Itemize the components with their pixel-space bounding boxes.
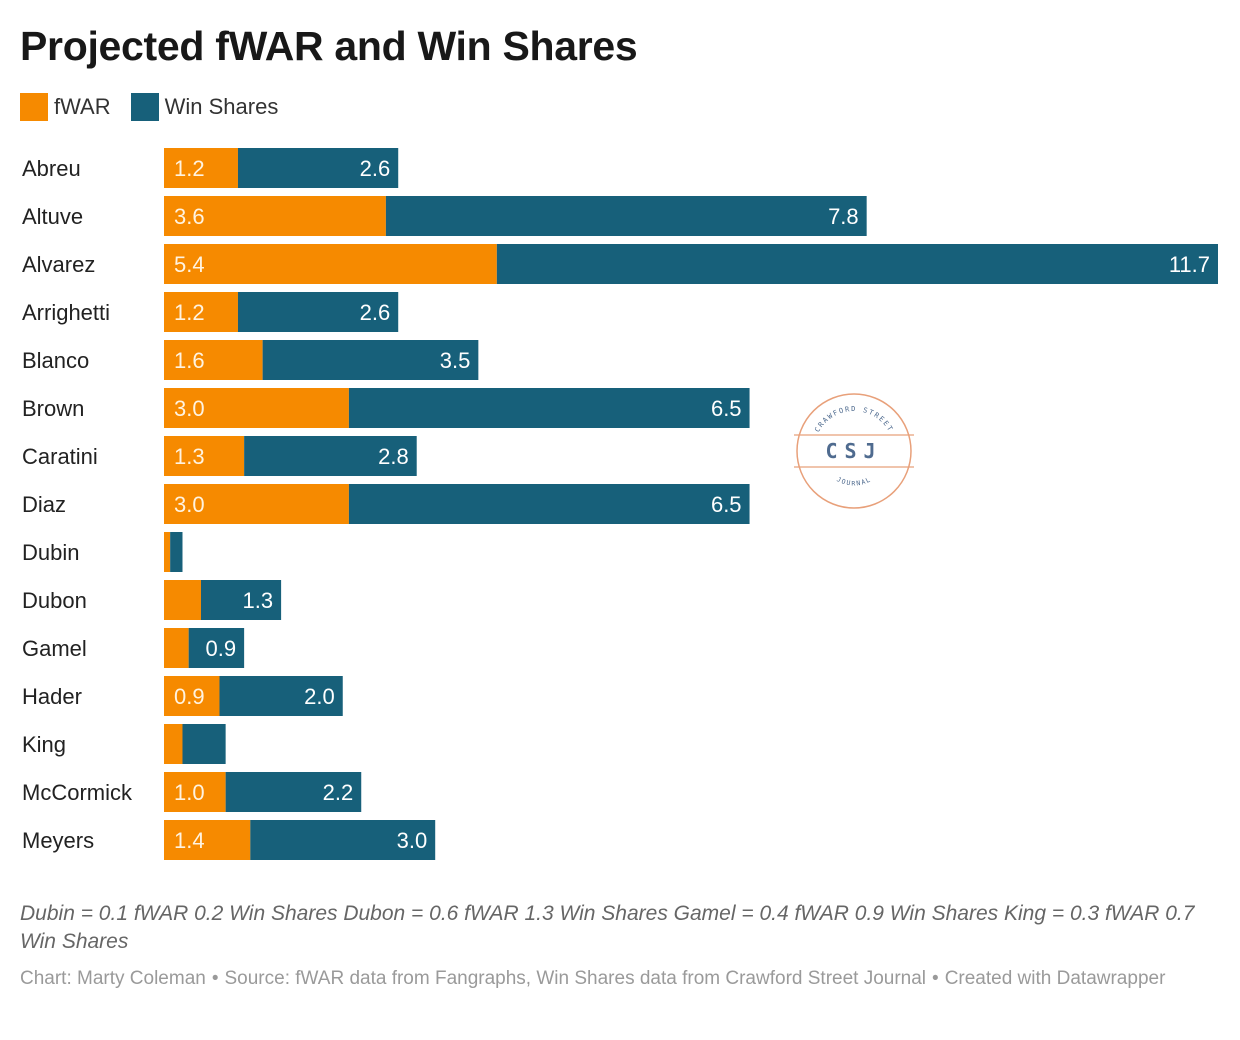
data-label-fwar-meyers: 1.4 — [174, 828, 205, 853]
legend-item-win-shares: Win Shares — [130, 93, 279, 121]
bar-win-shares-alvarez — [496, 244, 1218, 284]
bar-fwar-dubin — [164, 532, 171, 572]
data-label-fwar-brown: 3.0 — [174, 396, 205, 421]
data-label-win-shares-alvarez: 11.7 — [1169, 252, 1210, 277]
category-label-blanco: Blanco — [22, 348, 89, 373]
bar-fwar-meyers — [164, 820, 251, 860]
category-label-hader: Hader — [22, 684, 82, 709]
category-label-king: King — [22, 732, 66, 757]
data-label-win-shares-gamel: 0.9 — [206, 636, 237, 661]
watermark-center-text: CSJ — [825, 439, 882, 463]
bar-win-shares-hader — [219, 676, 343, 716]
category-label-meyers: Meyers — [22, 828, 94, 853]
bar-fwar-gamel — [164, 628, 189, 668]
category-label-caratini: Caratini — [22, 444, 98, 469]
svg-text:CRAWFORD STREET: CRAWFORD STREET — [813, 405, 895, 434]
bar-fwar-diaz — [164, 484, 349, 524]
category-label-mccormick: McCormick — [22, 780, 133, 805]
data-label-fwar-caratini: 1.3 — [174, 444, 205, 469]
bar-fwar-alvarez — [164, 244, 497, 284]
category-label-dubon: Dubon — [22, 588, 87, 613]
bar-win-shares-mccormick — [225, 772, 362, 812]
bar-win-shares-meyers — [250, 820, 436, 860]
data-label-fwar-blanco: 1.6 — [174, 348, 205, 373]
watermark-bottom-text: JOURNAL — [835, 475, 871, 487]
bar-fwar-brown — [164, 388, 349, 428]
bar-win-shares-brown — [348, 388, 750, 428]
bar-win-shares-diaz — [348, 484, 750, 524]
bar-fwar-hader — [164, 676, 220, 716]
data-label-fwar-mccormick: 1.0 — [174, 780, 205, 805]
bar-fwar-arrighetti — [164, 292, 238, 332]
data-label-win-shares-arrighetti: 2.6 — [360, 300, 391, 325]
data-label-fwar-arrighetti: 1.2 — [174, 300, 205, 325]
credit-chart-author: Chart: Marty Coleman — [20, 968, 206, 989]
data-label-win-shares-brown: 6.5 — [711, 396, 742, 421]
legend-swatch-win-shares — [130, 93, 159, 121]
data-label-fwar-hader: 0.9 — [174, 684, 205, 709]
data-label-win-shares-meyers: 3.0 — [397, 828, 428, 853]
data-label-fwar-diaz: 3.0 — [174, 492, 205, 517]
legend-label-win-shares: Win Shares — [164, 94, 279, 119]
bar-win-shares-dubon — [200, 580, 282, 620]
credit-tool: Created with Datawrapper — [944, 968, 1166, 989]
chart-title: Projected fWAR and Win Shares — [20, 23, 638, 69]
svg-text:JOURNAL: JOURNAL — [835, 475, 872, 487]
credit-separator: • — [932, 968, 939, 989]
data-label-win-shares-abreu: 2.6 — [360, 156, 391, 181]
data-label-fwar-alvarez: 5.4 — [174, 252, 205, 277]
bar-fwar-dubon — [164, 580, 201, 620]
bar-win-shares-caratini — [244, 436, 417, 476]
bar-win-shares-blanco — [262, 340, 479, 380]
bar-fwar-king — [164, 724, 183, 764]
bar-fwar-altuve — [164, 196, 386, 236]
data-label-fwar-abreu: 1.2 — [174, 156, 205, 181]
stacked-bar-chart: Abreu 1.2 2.6 Altuve 3.6 7.8 Alvarez 5.4 11.7 Arr… — [22, 148, 1218, 860]
bar-win-shares-altuve — [385, 196, 867, 236]
category-label-altuve: Altuve — [22, 204, 83, 229]
category-label-dubin: Dubin — [22, 540, 79, 565]
legend-swatch-fwar — [20, 93, 48, 121]
credit-separator: • — [211, 968, 219, 989]
data-label-fwar-altuve: 3.6 — [174, 204, 205, 229]
category-label-gamel: Gamel — [22, 636, 87, 661]
category-label-brown: Brown — [22, 396, 84, 421]
watermark-top-text: CRAWFORD STREET — [813, 405, 893, 434]
credit-source: Source: fWAR data from Fangraphs, Win Sh… — [224, 968, 927, 989]
data-label-win-shares-hader: 2.0 — [304, 684, 335, 709]
csj-watermark-logo: CRAWFORD STREET CSJ JOURNAL — [794, 393, 914, 509]
category-label-alvarez: Alvarez — [22, 252, 95, 277]
bar-win-shares-abreu — [237, 148, 399, 188]
data-label-win-shares-dubon: 1.3 — [243, 588, 274, 613]
data-label-win-shares-blanco: 3.5 — [440, 348, 471, 373]
legend: fWAR Win Shares — [20, 92, 298, 122]
category-label-arrighetti: Arrighetti — [22, 300, 110, 325]
bar-fwar-blanco — [164, 340, 263, 380]
category-label-diaz: Diaz — [22, 492, 66, 517]
bar-win-shares-king — [182, 724, 226, 764]
bar-fwar-mccormick — [164, 772, 226, 812]
bar-fwar-abreu — [164, 148, 238, 188]
data-label-win-shares-mccormick: 2.2 — [323, 780, 354, 805]
chart-notes: Dubin = 0.1 fWAR 0.2 Win Shares Dubon = … — [20, 902, 1195, 953]
chart-credit: Chart: Marty Coleman • Source: fWAR data f… — [20, 966, 1220, 992]
data-label-win-shares-diaz: 6.5 — [711, 492, 742, 517]
legend-label-fwar: fWAR — [54, 94, 111, 119]
bar-fwar-caratini — [164, 436, 245, 476]
bar-win-shares-arrighetti — [237, 292, 399, 332]
legend-item-fwar: fWAR — [20, 93, 111, 121]
bar-win-shares-dubin — [170, 532, 183, 572]
data-label-win-shares-caratini: 2.8 — [378, 444, 409, 469]
data-label-win-shares-altuve: 7.8 — [828, 204, 859, 229]
category-label-abreu: Abreu — [22, 156, 81, 181]
bar-win-shares-gamel — [188, 628, 245, 668]
